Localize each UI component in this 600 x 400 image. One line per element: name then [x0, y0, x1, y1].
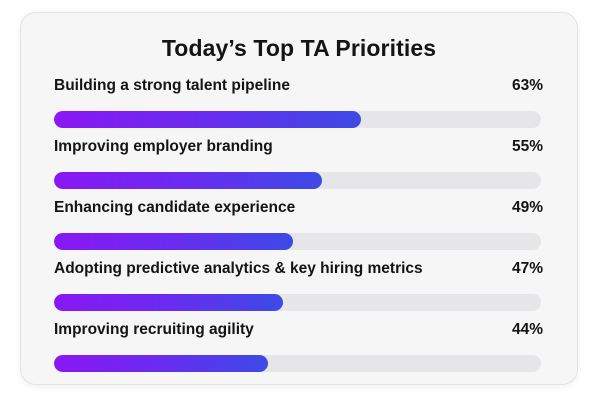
bar-value-label: 44% — [511, 321, 543, 338]
bar-label: Improving employer branding — [54, 138, 273, 155]
bar-track — [54, 172, 541, 189]
bar-row: Improving recruiting agility 44% — [54, 321, 543, 382]
bar-fill — [54, 233, 293, 250]
bar-row: Improving employer branding 55% — [54, 138, 543, 199]
bar-track — [54, 355, 541, 372]
bar-fill — [54, 294, 283, 311]
bar-fill — [54, 355, 269, 372]
bar-label: Enhancing candidate experience — [54, 199, 296, 216]
bar-row: Adopting predictive analytics & key hiri… — [54, 260, 543, 321]
chart-title: Today’s Top TA Priorities — [161, 35, 437, 61]
bar-fill — [54, 111, 361, 128]
bar-label: Building a strong talent pipeline — [54, 77, 290, 94]
bar-track — [54, 233, 541, 250]
bar-track — [54, 294, 541, 311]
bar-value-label: 55% — [511, 138, 543, 155]
bar-row: Building a strong talent pipeline 63% — [54, 77, 543, 138]
chart-card: Today’s Top TA Priorities Building a str… — [20, 12, 578, 385]
bar-label: Improving recruiting agility — [54, 321, 254, 338]
bar-fill — [54, 172, 322, 189]
bar-label: Adopting predictive analytics & key hiri… — [54, 260, 423, 277]
bar-value-label: 63% — [511, 77, 543, 94]
bar-track — [54, 111, 541, 128]
bar-value-label: 49% — [511, 199, 543, 216]
bar-list: Building a strong talent pipeline 63% Impr… — [54, 77, 543, 382]
bar-row: Enhancing candidate experience 49% — [54, 199, 543, 260]
bar-value-label: 47% — [511, 260, 543, 277]
